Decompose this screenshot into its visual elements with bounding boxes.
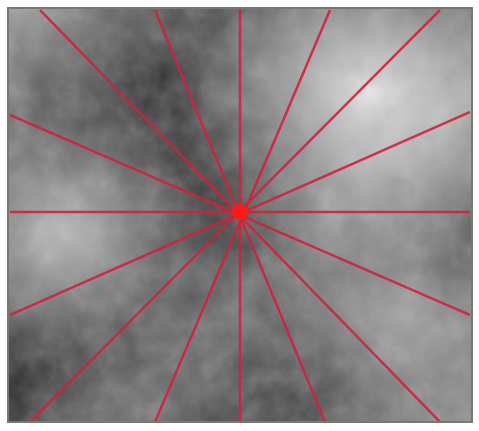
terrain-image bbox=[9, 9, 471, 421]
center-point bbox=[232, 204, 248, 220]
